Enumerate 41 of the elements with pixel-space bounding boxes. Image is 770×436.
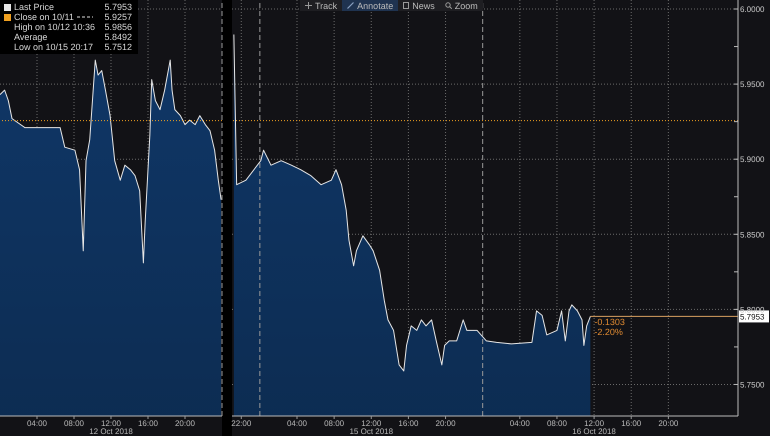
annotation: Low on 10/15 20:17 <box>14 42 94 52</box>
x-tick-label: 12:00 <box>100 419 122 428</box>
x-tick-label: 12:00 <box>584 419 605 428</box>
y-tick-label: 5.9500 <box>740 80 766 90</box>
x-tick-label: 16:00 <box>138 419 159 428</box>
annotation: Track <box>315 0 338 10</box>
y-tick-label: 5.9000 <box>740 155 766 164</box>
annotation: -0.1303 <box>594 317 625 328</box>
legend-label: Close on 10/11 <box>14 12 74 22</box>
annotation: Zoom <box>454 0 478 10</box>
y-tick-label: 6.0000 <box>740 5 766 14</box>
x-tick-label: 16:00 <box>398 419 419 428</box>
text: 12 Oct 2018 <box>88 427 134 436</box>
x-tick-label: 12:00 <box>361 419 382 428</box>
x-tick-label: 08:00 <box>64 419 85 428</box>
x-tick-label: 20:00 <box>174 419 196 428</box>
x-tick-label: 20:00 <box>436 419 456 428</box>
y-tick-label: 5.8500 <box>740 230 766 240</box>
x-tick-label: 04:00 <box>510 419 530 428</box>
x-tick-label: 08:00 <box>324 419 345 428</box>
annotation: High on 10/12 10:36 <box>14 22 96 32</box>
text: 16 Oct 2018 <box>571 427 617 436</box>
x-tick-label: 22:00 <box>231 419 252 428</box>
y-tick-label: 5.7500 <box>740 380 766 390</box>
x-tick-label: 04:00 <box>286 419 308 428</box>
text: 15 Oct 2018 <box>348 427 394 436</box>
x-tick-label: 08:00 <box>546 419 568 428</box>
annotation: -2.20% <box>594 327 624 338</box>
annotation: 5.7953 <box>104 2 132 12</box>
annotation: News <box>412 0 435 10</box>
annotation: 5.9257 <box>104 12 132 22</box>
annotation: 5.9856 <box>104 22 132 32</box>
x-tick-label: 20:00 <box>658 419 679 428</box>
annotation: 5.8492 <box>104 32 132 42</box>
legend-label: Last Price <box>14 2 56 12</box>
ref-line-label: 5.7953 <box>740 312 766 322</box>
annotation: Annotate <box>357 0 394 10</box>
annotation: 5.7512 <box>104 42 132 52</box>
x-tick-label: 04:00 <box>26 419 48 428</box>
x-tick-label: 16:00 <box>621 419 642 428</box>
annotation: Average <box>14 32 48 42</box>
